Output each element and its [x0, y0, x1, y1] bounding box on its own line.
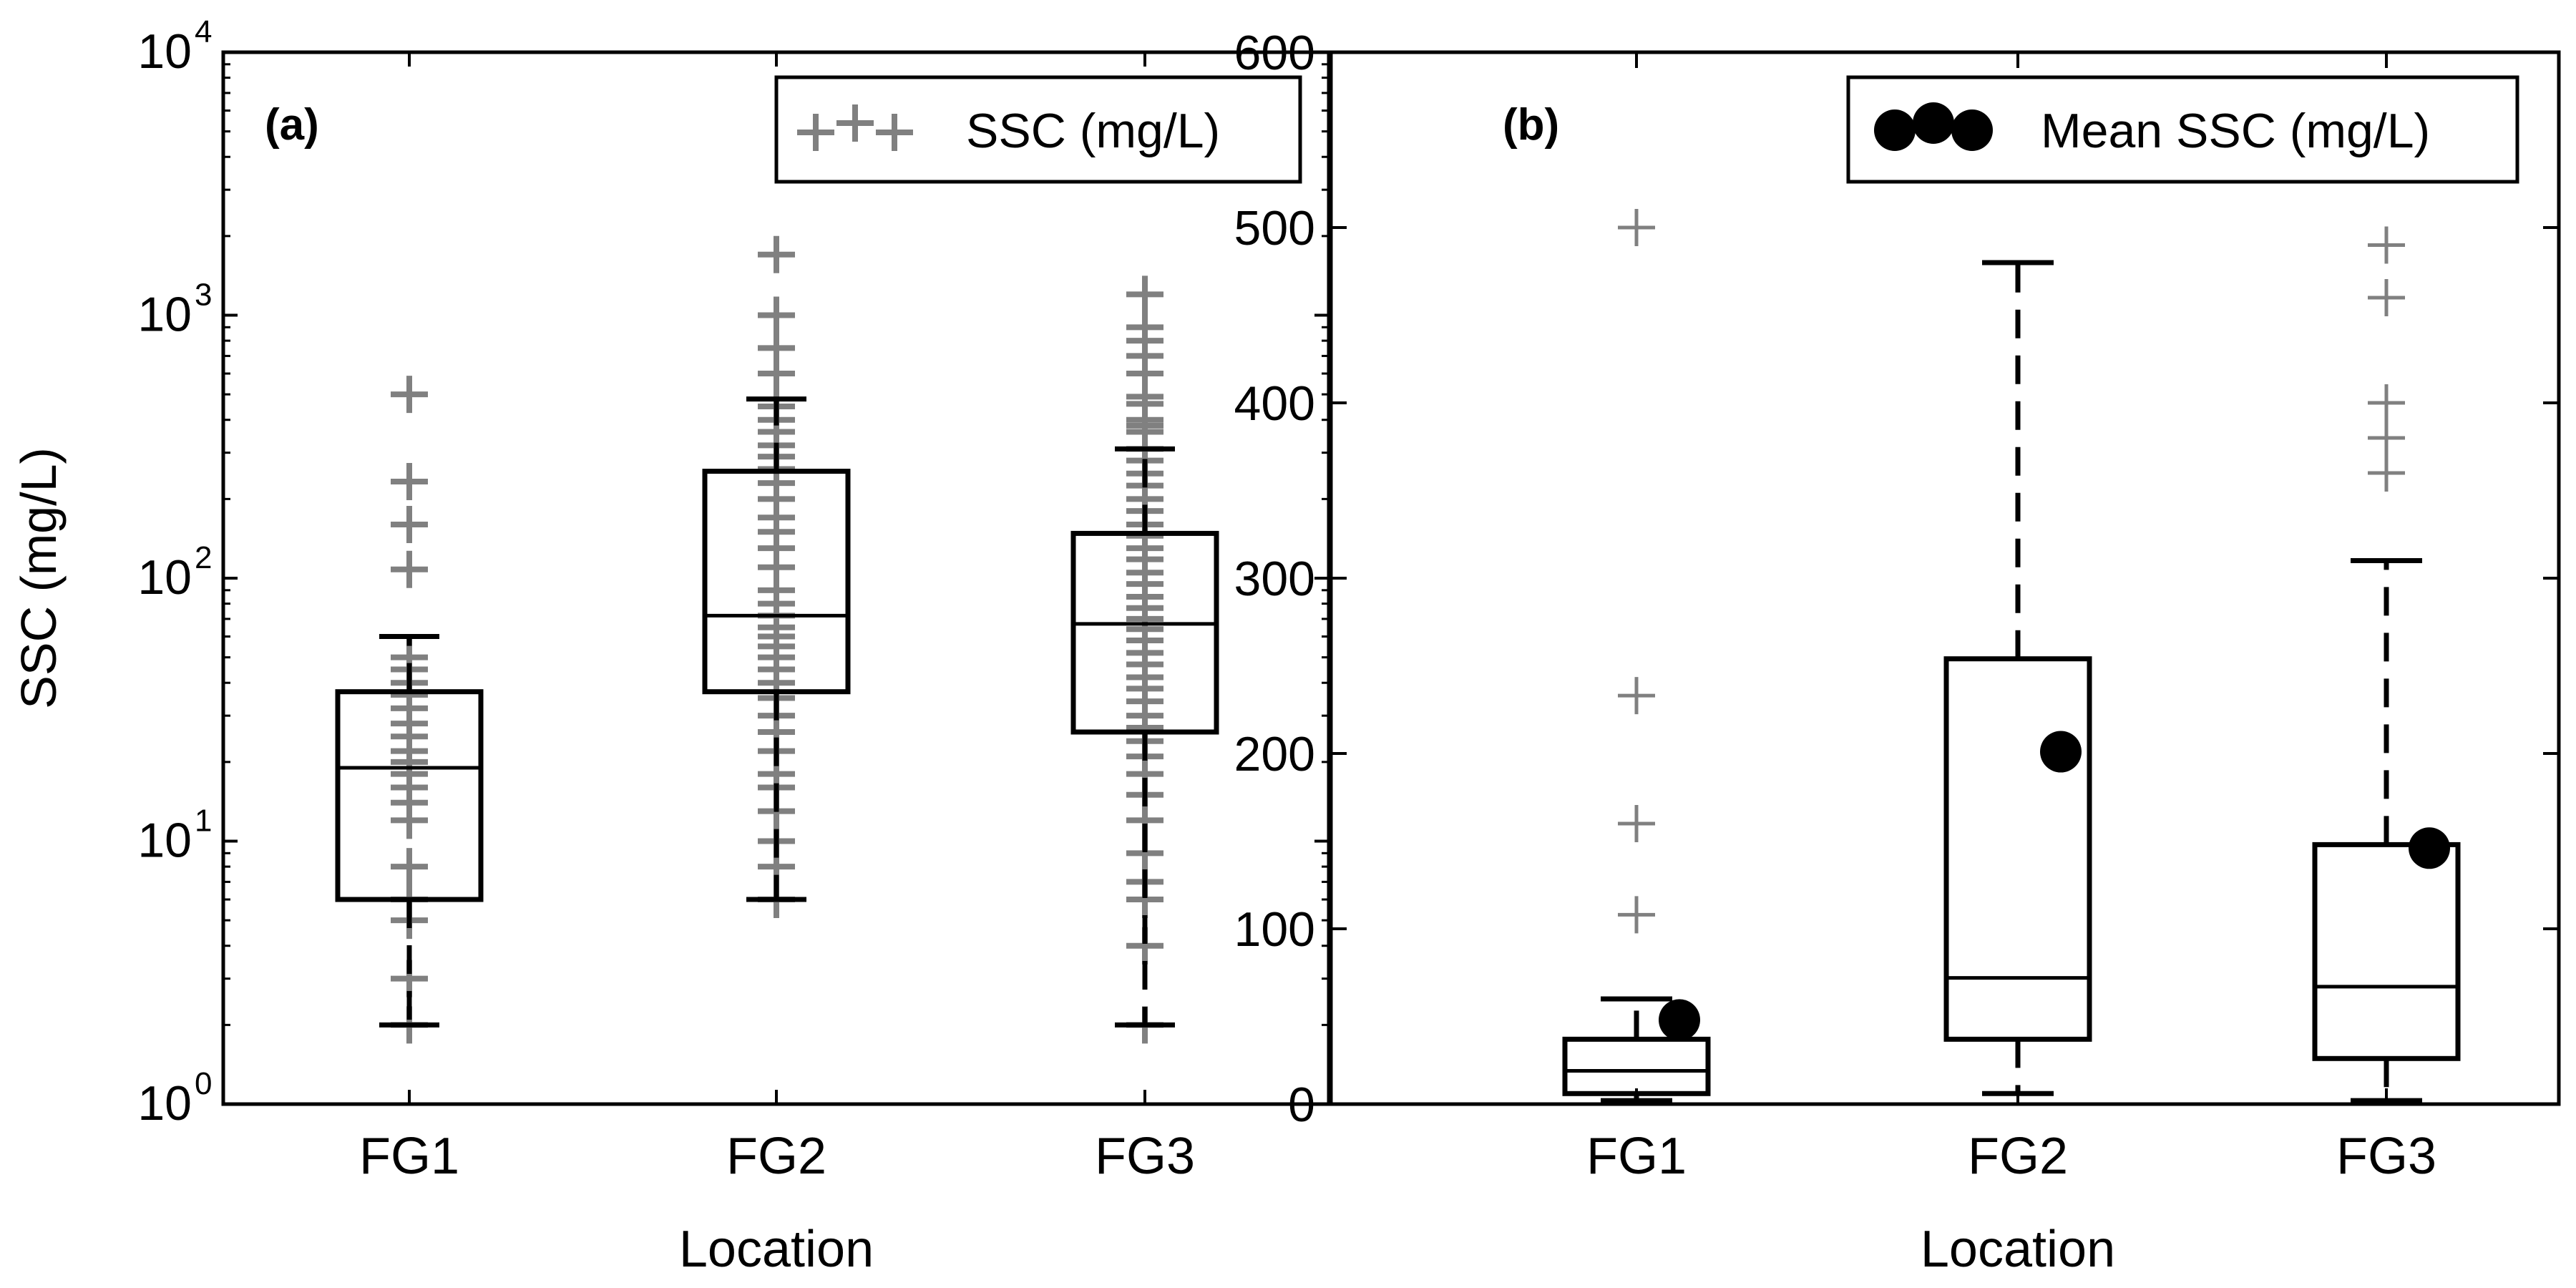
- box-iqr: [2312, 841, 2461, 1061]
- mean-marker-fg2: [2040, 731, 2082, 773]
- panel-label-a: (a): [265, 100, 319, 150]
- box-a-fg3: [1070, 446, 1219, 1028]
- sample-point-fg3: [1126, 308, 1163, 346]
- box-iqr: [1943, 656, 2092, 1042]
- legend-box-a: [774, 75, 1302, 184]
- y-tick-label-b-2: 200: [1234, 727, 1315, 781]
- means-b: [1659, 731, 2450, 1041]
- box-a-fg1: [335, 634, 484, 1028]
- box-iqr: [702, 469, 851, 695]
- y-tick-exp-a-1: 1: [195, 804, 212, 839]
- sample-point-fg2: [758, 235, 795, 273]
- legend-marker-b: [1874, 102, 1993, 151]
- y-tick-exp-a-4: 4: [195, 14, 212, 49]
- y-tick-label-b-1: 100: [1234, 902, 1315, 957]
- y-tick-label-b-4: 400: [1234, 376, 1315, 431]
- box-b-fg2: [1943, 260, 2092, 1096]
- legend-dot-b-1: [1913, 102, 1954, 144]
- legend-plus-a-0: [797, 114, 834, 151]
- sample-point-fg2: [758, 296, 795, 334]
- x-axis-label-a: Location: [679, 1221, 874, 1278]
- y-tick-label-a-0: 10: [137, 1076, 192, 1131]
- mean-marker-fg1: [1659, 999, 1700, 1041]
- sample-point-fg3: [1126, 275, 1163, 313]
- panel-label-b: (b): [1503, 100, 1559, 150]
- legend-a: SSC (mg/L): [774, 75, 1302, 184]
- x-tick-label-b-1: FG2: [1968, 1128, 2068, 1185]
- y-tick-exp-a-0: 0: [195, 1066, 212, 1101]
- sample-point-fg1: [391, 848, 428, 886]
- box-b-fg1: [1562, 996, 1711, 1103]
- outlier-fg1: [1618, 805, 1655, 842]
- x-tick-label-a-1: FG2: [726, 1128, 826, 1185]
- x-axis-label-b: Location: [1921, 1221, 2115, 1278]
- boxes-b: [1562, 260, 2461, 1103]
- x-tick-label-b-0: FG1: [1586, 1128, 1687, 1185]
- x-tick-label-a-0: FG1: [359, 1128, 459, 1185]
- sample-point-fg1: [391, 376, 428, 414]
- outlier-fg3: [2368, 419, 2405, 457]
- y-axis-ticks-b: 0 100 200 300 400 500 600: [1234, 26, 2559, 1132]
- y-tick-label-a-1: 10: [137, 814, 192, 868]
- sample-point-fg2: [758, 329, 795, 367]
- y-tick-label-a-4: 10: [137, 24, 192, 79]
- y-tick-exp-a-2: 2: [195, 540, 212, 575]
- mean-marker-fg3: [2409, 827, 2450, 869]
- outlier-fg3: [2368, 226, 2405, 264]
- y-tick-label-a-2: 10: [137, 550, 192, 605]
- box-iqr: [1070, 530, 1219, 735]
- x-tick-label-a-2: FG3: [1095, 1128, 1195, 1185]
- legend-dot-b-2: [1951, 109, 1993, 151]
- legend-marker-a: [797, 104, 913, 151]
- y-tick-label-b-3: 300: [1234, 552, 1315, 606]
- box-iqr: [335, 689, 484, 902]
- legend-label-a: SSC (mg/L): [966, 104, 1220, 158]
- samples-a: [391, 235, 1163, 1044]
- x-tick-label-b-2: FG3: [2336, 1128, 2436, 1185]
- outlier-fg1: [1618, 896, 1655, 934]
- y-tick-label-b-0: 0: [1288, 1078, 1315, 1132]
- y-tick-label-a-3: 10: [137, 288, 192, 342]
- y-axis-label-a: SSC (mg/L): [11, 447, 67, 709]
- sample-point-fg1: [391, 462, 428, 500]
- boxes-a: [335, 396, 1219, 1028]
- x-axis-ticks-b: FG1 FG2 FG3: [1586, 52, 2436, 1185]
- outlier-fg1: [1618, 677, 1655, 715]
- y-tick-exp-a-3: 3: [195, 278, 212, 313]
- outlier-fg3: [2368, 384, 2405, 421]
- legend-plus-a-2: [876, 114, 913, 151]
- sample-point-fg1: [391, 550, 428, 588]
- outlier-fg3: [2368, 454, 2405, 492]
- legend-b: Mean SSC (mg/L): [1846, 75, 2519, 184]
- x-axis-ticks-a: FG1 FG2 FG3: [359, 52, 1195, 1185]
- box-iqr: [1562, 1036, 1711, 1096]
- outlier-fg3: [2368, 279, 2405, 316]
- box-b-fg3: [2312, 558, 2461, 1103]
- box-a-fg2: [702, 396, 851, 902]
- legend-plus-a-1: [836, 104, 874, 142]
- outliers-b: [1618, 209, 2405, 934]
- legend-label-b: Mean SSC (mg/L): [2041, 104, 2430, 158]
- sample-point-fg1: [391, 505, 428, 543]
- outlier-fg1: [1618, 209, 1655, 246]
- y-tick-label-b-5: 500: [1234, 201, 1315, 255]
- y-tick-label-b-6: 600: [1234, 26, 1315, 80]
- legend-dot-b-0: [1874, 109, 1916, 151]
